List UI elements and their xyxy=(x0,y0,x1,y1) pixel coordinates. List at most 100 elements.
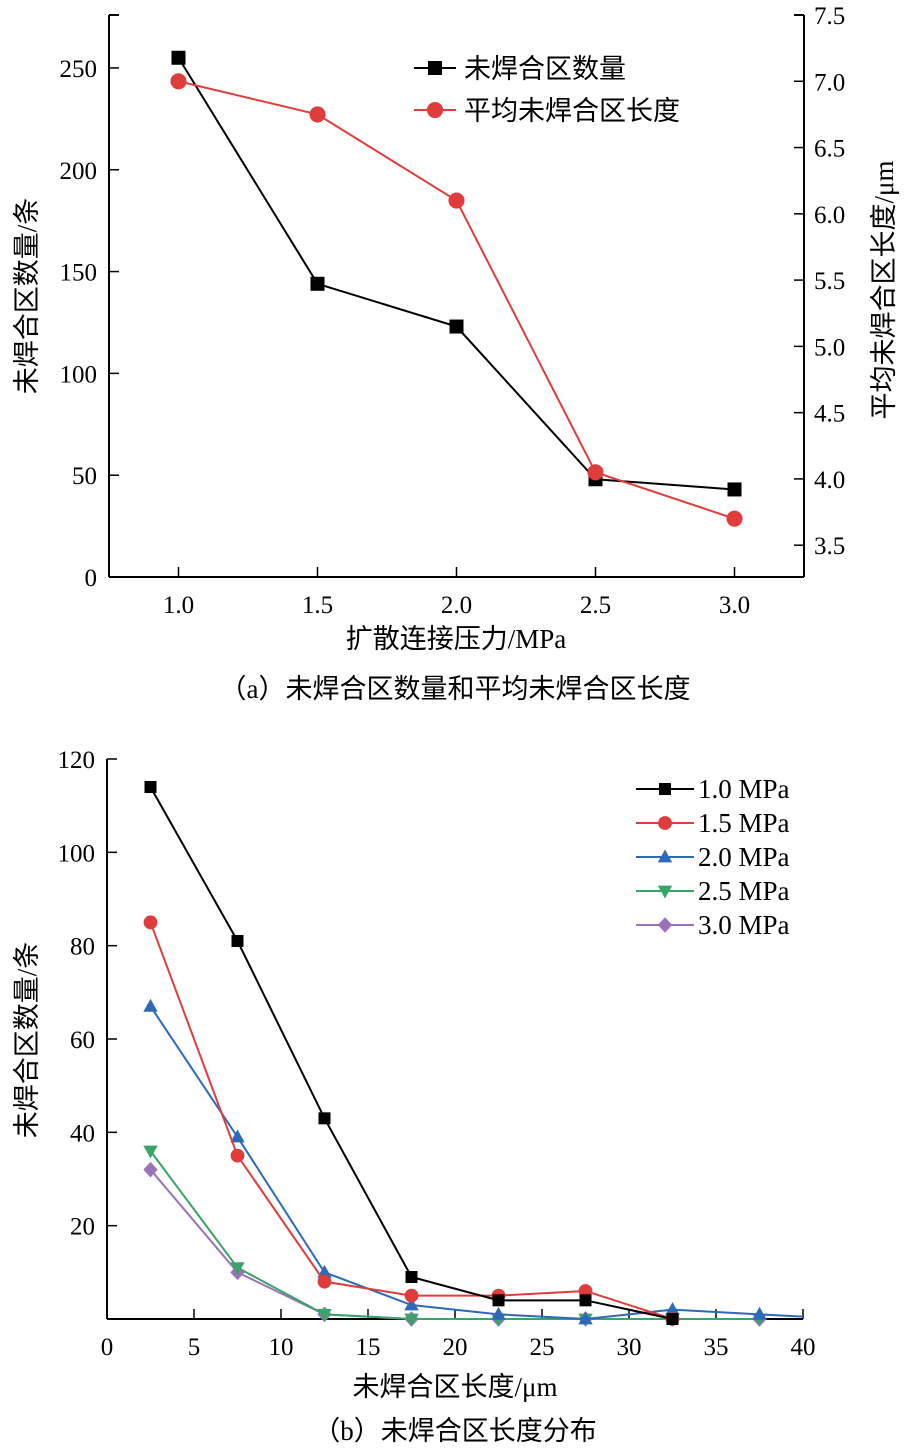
chart-b-legend-marker xyxy=(657,917,673,933)
chart-b-x-tick-label: 25 xyxy=(530,1334,555,1361)
chart-b-x-axis-title: 未焊合区长度/μm xyxy=(353,1372,558,1402)
chart-a-y2-tick-label: 6.5 xyxy=(814,136,845,163)
chart-b-point xyxy=(666,1313,679,1325)
chart-a-axes xyxy=(108,14,805,578)
chart-b-series-line-1 xyxy=(149,921,673,1320)
chart-b-point xyxy=(405,1271,418,1283)
chart-b-legend-marker xyxy=(659,783,671,795)
chart-b-point xyxy=(143,1145,158,1159)
chart-b-point xyxy=(143,915,158,930)
chart-a-y2-tick-label: 5.0 xyxy=(814,334,845,361)
chart-b-point xyxy=(665,1302,680,1316)
chart-a-y-tick-label: 250 xyxy=(60,56,98,83)
chart-b-legend-marker xyxy=(657,849,673,863)
chart-b-point xyxy=(404,1313,419,1327)
chart-a-x-tick-label: 1.0 xyxy=(163,592,194,619)
chart-b-series-line-0 xyxy=(149,786,673,1320)
chart-b-legend-marker xyxy=(657,885,673,899)
chart-b-point xyxy=(230,1262,245,1276)
chart-b-point xyxy=(317,1264,332,1278)
chart-a-y-tick-label: 150 xyxy=(60,260,98,287)
chart-a-y-tick-label: 50 xyxy=(72,463,97,490)
chart-b-x-tick-label: 10 xyxy=(269,1334,294,1361)
chart-b-point xyxy=(144,781,157,793)
chart-b-legend-label: 1.5 MPa xyxy=(698,808,790,838)
chart-a-series-line-1 xyxy=(178,80,735,520)
chart-a-caption: （a）未焊合区数量和平均未焊合区长度 xyxy=(220,674,691,704)
chart-b-legend-label: 2.5 MPa xyxy=(698,876,790,906)
chart-a-point xyxy=(170,73,187,90)
chart-b-y-tick-label: 100 xyxy=(58,840,96,867)
chart-b-point xyxy=(231,935,244,947)
chart-b-x-tick-label: 35 xyxy=(704,1334,729,1361)
chart-a-x-tick-label: 2.0 xyxy=(441,592,472,619)
chart-a-x-tick-label: 3.0 xyxy=(719,592,750,619)
chart-b-point xyxy=(143,998,158,1012)
chart-b-series-line-3 xyxy=(149,1150,760,1320)
chart-b-y-axis-title: 未焊合区数量/条 xyxy=(12,942,42,1139)
chart-b-y-tick-label: 20 xyxy=(70,1214,95,1241)
chart-b-y-tick-label: 60 xyxy=(70,1027,95,1054)
chart-a-legend-label: 平均未焊合区长度 xyxy=(464,96,680,126)
chart-a-legend-label: 未焊合区数量 xyxy=(464,54,626,84)
chart-b-x-tick-label: 15 xyxy=(356,1334,381,1361)
chart-a-y-tick-label: 200 xyxy=(60,158,98,185)
chart-a-legend-marker xyxy=(428,61,442,75)
chart-a-series xyxy=(170,50,743,527)
chart-b-point xyxy=(579,1294,592,1307)
chart-a-point xyxy=(726,510,743,527)
chart-b-legend-marker xyxy=(658,816,672,830)
chart-b-x-tick-label: 20 xyxy=(443,1334,468,1361)
chart-b-point xyxy=(143,1161,158,1178)
chart-a: 1.0 1.5 2.0 2.5 3.0 0 50 100 150 200 250 3.5 4.0 4.5 5… xyxy=(12,3,899,704)
chart-a-point xyxy=(449,319,464,334)
chart-a-legend-marker xyxy=(426,101,444,119)
chart-b-caption: （b）未焊合区长度分布 xyxy=(313,1416,597,1446)
chart-a-y-tick-label: 0 xyxy=(85,565,98,592)
chart-b-point xyxy=(578,1311,593,1325)
chart-b-point xyxy=(404,1288,419,1303)
chart-a-point xyxy=(727,482,742,497)
chart-b-point xyxy=(491,1306,506,1320)
chart-b-series xyxy=(143,781,804,1327)
chart-a-point xyxy=(171,50,186,65)
chart-b-point xyxy=(404,1297,419,1311)
chart-a-x-axis-title: 扩散连接压力/MPa xyxy=(346,624,567,654)
chart-b-legend-label: 2.0 MPa xyxy=(698,842,790,872)
chart-a-y2-tick-label: 5.5 xyxy=(814,268,845,295)
chart-b-point xyxy=(230,1148,245,1163)
chart-b-x-tick-label: 5 xyxy=(188,1334,201,1361)
chart-a-point xyxy=(448,192,465,209)
chart-a-y2-axis-title: 平均未焊合区长度/μm xyxy=(869,161,899,420)
chart-b-y-tick-label: 120 xyxy=(58,747,96,774)
chart-a-point xyxy=(587,464,604,481)
chart-b-point xyxy=(230,1129,245,1143)
chart-b-y-tick-label: 40 xyxy=(70,1120,95,1147)
chart-b-y-tick-label: 80 xyxy=(70,934,95,961)
chart-b-point xyxy=(492,1294,505,1307)
chart-a-y2-tick-label: 7.0 xyxy=(814,69,845,96)
chart-b-point xyxy=(318,1112,331,1125)
chart-b-point xyxy=(752,1306,767,1320)
chart-a-y2-tick-label: 7.5 xyxy=(814,3,845,30)
chart-b-legend-label: 1.0 MPa xyxy=(698,774,790,804)
chart-a-y2-tick-label: 4.0 xyxy=(814,467,845,494)
chart-b-ticks: 0 5 10 15 20 25 30 35 40 20 40 60 80 100 120 xyxy=(58,747,816,1361)
chart-a-y2-tick-label: 6.0 xyxy=(814,202,845,229)
chart-a-y-axis-title: 未焊合区数量/条 xyxy=(12,198,42,395)
chart-b-point xyxy=(317,1274,332,1289)
chart-b-x-tick-label: 30 xyxy=(617,1334,642,1361)
chart-a-x-tick-label: 2.5 xyxy=(580,592,611,619)
chart-a-x-tick-label: 1.5 xyxy=(302,592,333,619)
chart-b-legend: 1.0 MPa 1.5 MPa 2.0 MPa 2.5 MPa 3.0 MPa xyxy=(636,774,790,940)
chart-a-point xyxy=(309,106,326,123)
chart-b-point xyxy=(317,1308,332,1322)
chart-b-legend-label: 3.0 MPa xyxy=(698,910,790,940)
chart-b-x-tick-label: 40 xyxy=(791,1334,816,1361)
chart-b-x-tick-label: 0 xyxy=(101,1334,114,1361)
chart-a-y2-tick-label: 4.5 xyxy=(814,401,845,428)
chart-a-point xyxy=(310,276,325,291)
